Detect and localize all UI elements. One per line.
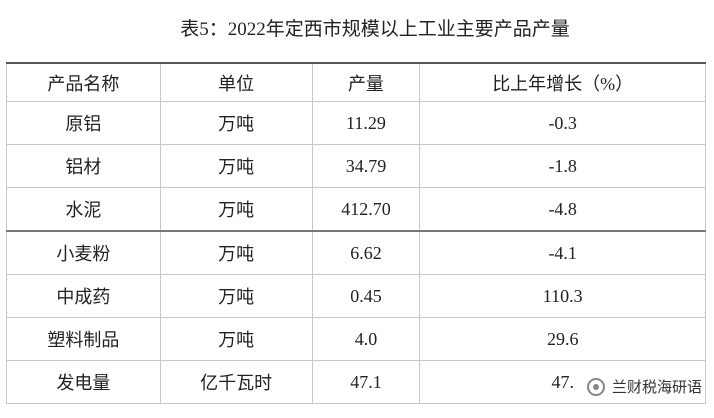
- table-cell: 47.1: [311, 360, 421, 404]
- table-cell: 万吨: [159, 274, 313, 318]
- table-row: 水泥 万吨 412.70 -4.8: [6, 187, 706, 232]
- table-cell: 0.45: [311, 274, 421, 318]
- table-row: 中成药 万吨 0.45 110.3: [6, 274, 706, 318]
- table-cell: 万吨: [159, 317, 313, 361]
- table-row: 发电量 亿千瓦时 47.1 47.: [6, 360, 706, 404]
- table-cell: 万吨: [159, 101, 313, 145]
- table-cell: 亿千瓦时: [159, 360, 313, 404]
- table-cell: 110.3: [419, 274, 706, 318]
- table-cell: 29.6: [419, 317, 706, 361]
- table-cell: 11.29: [311, 101, 421, 145]
- table-cell: 万吨: [159, 144, 313, 188]
- table-cell: 4.0: [311, 317, 421, 361]
- table-cell: 6.62: [311, 230, 421, 275]
- column-header: 产品名称: [6, 62, 161, 102]
- table-cell: 中成药: [6, 274, 161, 318]
- table-cell: 发电量: [6, 360, 161, 404]
- table-cell: 原铝: [6, 101, 161, 145]
- watermark-text: 兰财税海研语: [612, 378, 703, 396]
- table-cell: -1.8: [419, 144, 706, 188]
- table-cell: -0.3: [419, 101, 706, 145]
- table-cell: 铝材: [6, 144, 161, 188]
- table-cell: 小麦粉: [6, 230, 161, 275]
- table-cell: 水泥: [6, 187, 161, 232]
- table-cell: 万吨: [159, 230, 313, 275]
- column-header: 产量: [311, 62, 421, 102]
- table-cell: 万吨: [159, 187, 313, 232]
- table-cell: 塑料制品: [6, 317, 161, 361]
- table-body: 原铝 万吨 11.29 -0.3 铝材 万吨 34.79 -1.8 水泥 万吨 412.70 -4.8…: [6, 101, 706, 404]
- table: 产品名称 单位 产量 比上年增长（%） 原铝 万吨 11.29 -0.3 铝材 万吨 34.…: [6, 62, 706, 404]
- watermark-icon: [587, 377, 605, 396]
- title: 表5：2022年定西市规模以上工业主要产品产量: [180, 19, 570, 40]
- table-cell: -4.8: [419, 187, 706, 232]
- column-header: 比上年增长（%）: [419, 62, 706, 102]
- table-row: 塑料制品 万吨 4.0 29.6: [6, 317, 706, 361]
- watermark: 兰财税海研语: [586, 376, 703, 397]
- table-cell: 34.79: [311, 144, 421, 188]
- table-row: 铝材 万吨 34.79 -1.8: [6, 144, 706, 188]
- table-row: 原铝 万吨 11.29 -0.3: [6, 101, 706, 145]
- header-row: 产品名称 单位 产量 比上年增长（%）: [6, 62, 706, 102]
- column-header: 单位: [159, 62, 313, 102]
- table-cell: 412.70: [311, 187, 421, 232]
- table-row: 小麦粉 万吨 6.62 -4.1: [6, 230, 706, 275]
- table-cell: -4.1: [419, 230, 706, 275]
